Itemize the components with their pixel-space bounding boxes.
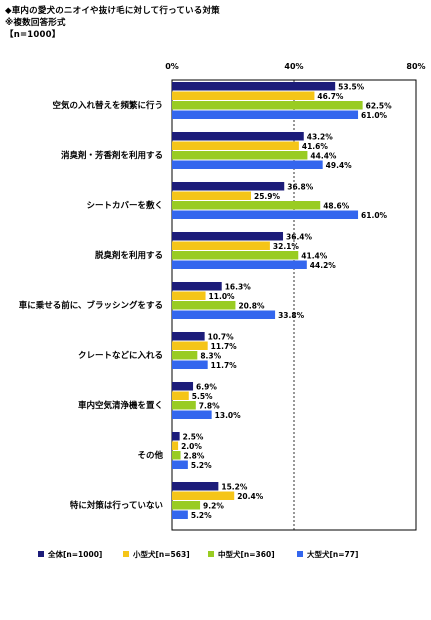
data-label: 33.8% bbox=[278, 311, 305, 320]
data-label: 16.3% bbox=[225, 282, 252, 291]
legend-label: 小型犬[n=563] bbox=[133, 549, 190, 559]
category-label: 空気の入れ替えを頻繁に行う bbox=[52, 100, 163, 111]
data-label: 5.5% bbox=[192, 392, 213, 401]
bar bbox=[172, 491, 235, 500]
bar bbox=[172, 332, 205, 341]
data-label: 44.2% bbox=[310, 261, 337, 270]
x-tick-label: 80% bbox=[406, 62, 425, 71]
bar bbox=[172, 441, 179, 450]
data-label: 8.3% bbox=[200, 351, 221, 360]
data-label: 20.4% bbox=[237, 492, 264, 501]
data-label: 2.5% bbox=[183, 432, 204, 441]
data-label: 25.9% bbox=[254, 192, 281, 201]
data-label: 61.0% bbox=[361, 111, 388, 120]
bar bbox=[172, 501, 201, 510]
data-label: 48.6% bbox=[323, 201, 350, 210]
data-label: 43.2% bbox=[307, 132, 334, 141]
bar bbox=[172, 101, 363, 110]
data-label: 61.0% bbox=[361, 211, 388, 220]
legend-swatch bbox=[297, 551, 303, 557]
data-label: 62.5% bbox=[366, 101, 393, 110]
x-tick-label: 0% bbox=[165, 62, 179, 71]
bar bbox=[172, 301, 236, 310]
data-label: 53.5% bbox=[338, 82, 365, 91]
data-label: 36.4% bbox=[286, 232, 313, 241]
legend-swatch bbox=[38, 551, 44, 557]
bar bbox=[172, 360, 208, 369]
data-label: 36.8% bbox=[287, 182, 314, 191]
data-label: 2.0% bbox=[181, 442, 202, 451]
bar bbox=[172, 401, 196, 410]
chart-title: ◆車内の愛犬のニオイや抜け毛に対して行っている対策 bbox=[5, 6, 220, 16]
x-tick-label: 40% bbox=[284, 62, 303, 71]
data-label: 20.8% bbox=[238, 301, 265, 310]
bar bbox=[172, 191, 251, 200]
data-label: 11.7% bbox=[211, 342, 238, 351]
data-label: 2.8% bbox=[184, 451, 205, 460]
legend-swatch bbox=[208, 551, 214, 557]
legend-label: 全体[n=1000] bbox=[47, 549, 102, 559]
sample-size: 【n=1000】 bbox=[5, 30, 61, 40]
bar bbox=[172, 451, 181, 460]
data-label: 46.7% bbox=[317, 92, 344, 101]
category-label: 車に乗せる前に、ブラッシングをする bbox=[19, 300, 163, 311]
bar bbox=[172, 432, 180, 441]
bar bbox=[172, 282, 222, 291]
bar bbox=[172, 341, 208, 350]
bar bbox=[172, 382, 194, 391]
data-label: 44.4% bbox=[310, 151, 337, 160]
data-label: 9.2% bbox=[203, 501, 224, 510]
data-label: 49.4% bbox=[326, 161, 353, 170]
category-label: 消臭剤・芳香剤を利用する bbox=[61, 150, 163, 161]
bar bbox=[172, 182, 285, 191]
data-label: 5.2% bbox=[191, 511, 212, 520]
category-label: シートカバーを敷く bbox=[86, 200, 163, 211]
category-label: 車内空気清浄機を置く bbox=[78, 400, 163, 411]
bar bbox=[172, 151, 308, 160]
data-label: 41.4% bbox=[301, 251, 328, 260]
bar bbox=[172, 391, 189, 400]
data-label: 10.7% bbox=[208, 332, 235, 341]
bar bbox=[172, 110, 359, 119]
data-label: 32.1% bbox=[273, 242, 300, 251]
data-label: 5.2% bbox=[191, 461, 212, 470]
bar bbox=[172, 82, 336, 91]
category-label: 脱臭剤を利用する bbox=[95, 250, 163, 261]
bar bbox=[172, 260, 307, 269]
bar bbox=[172, 210, 359, 219]
bar bbox=[172, 410, 212, 419]
bar bbox=[172, 482, 219, 491]
bar bbox=[172, 132, 304, 141]
bar bbox=[172, 201, 321, 210]
chart-subtitle: ※複数回答形式 bbox=[5, 18, 66, 28]
bar bbox=[172, 91, 315, 100]
data-label: 11.7% bbox=[211, 361, 238, 370]
bar bbox=[172, 232, 284, 241]
bar bbox=[172, 160, 323, 169]
data-label: 41.6% bbox=[302, 142, 329, 151]
legend-label: 大型犬[n=77] bbox=[307, 549, 358, 559]
legend-label: 中型犬[n=360] bbox=[218, 549, 275, 559]
data-label: 13.0% bbox=[215, 411, 242, 420]
bar bbox=[172, 351, 198, 360]
legend-swatch bbox=[123, 551, 129, 557]
bar bbox=[172, 141, 299, 150]
data-label: 15.2% bbox=[221, 482, 248, 491]
data-label: 11.0% bbox=[209, 292, 236, 301]
category-label: クレートなどに入れる bbox=[78, 350, 163, 361]
bar bbox=[172, 460, 188, 469]
bar bbox=[172, 291, 206, 300]
bar bbox=[172, 510, 188, 519]
bar bbox=[172, 310, 276, 319]
bar bbox=[172, 241, 270, 250]
category-label: 特に対策は行っていない bbox=[70, 500, 163, 511]
data-label: 7.8% bbox=[199, 401, 220, 410]
category-label: その他 bbox=[137, 450, 163, 461]
data-label: 6.9% bbox=[196, 382, 217, 391]
bar bbox=[172, 251, 299, 260]
